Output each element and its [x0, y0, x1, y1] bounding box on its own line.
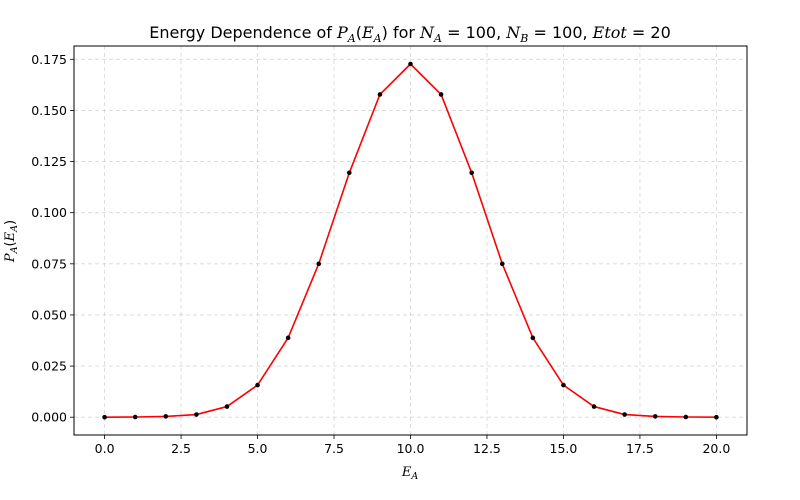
- x-axis-ticks: 0.0 2.5 5.0 7.5 10.0 12.5 15.0 17.5 20.0: [95, 435, 730, 456]
- data-point: [499, 261, 505, 267]
- x-tick-label: 5.0: [248, 441, 268, 456]
- data-point: [622, 412, 627, 417]
- y-tick-label: 0.175: [31, 52, 67, 67]
- data-point: [255, 382, 260, 388]
- y-tick-label: 0.025: [31, 359, 67, 374]
- x-tick-label: 20.0: [702, 441, 730, 456]
- data-point: [561, 382, 566, 388]
- x-tick-label: 2.5: [171, 441, 191, 456]
- y-tick-label: 0.150: [31, 103, 67, 118]
- x-tick-label: 0.0: [95, 441, 115, 456]
- y-tick-label: 0.050: [31, 307, 67, 322]
- data-point: [530, 335, 536, 341]
- x-tick-label: 12.5: [473, 441, 501, 456]
- y-tick-label: 0.100: [31, 205, 67, 220]
- data-point: [347, 170, 352, 176]
- x-axis-label: EA: [401, 465, 419, 482]
- x-tick-label: 10.0: [397, 441, 425, 456]
- data-point: [285, 335, 291, 341]
- data-point: [683, 414, 689, 420]
- y-tick-label: 0.000: [31, 410, 67, 425]
- y-axis-ticks: 0.000 0.025 0.050 0.075 0.100 0.125 0.150 0.175: [31, 52, 74, 425]
- data-point: [438, 92, 444, 97]
- x-tick-label: 15.0: [550, 441, 578, 456]
- chart-title: Energy Dependence of PA(EA) for NA = 100…: [149, 23, 671, 45]
- data-point: [132, 414, 138, 420]
- data-point: [408, 61, 413, 67]
- data-point: [469, 170, 474, 176]
- grid-lines: [74, 46, 747, 435]
- data-point: [224, 404, 230, 409]
- y-axis-label: PA(EA): [3, 220, 20, 263]
- data-point: [163, 414, 169, 419]
- x-tick-label: 17.5: [626, 441, 654, 456]
- data-point: [102, 414, 107, 420]
- y-tick-label: 0.125: [31, 154, 67, 169]
- x-tick-label: 7.5: [324, 441, 344, 456]
- y-tick-label: 0.075: [31, 256, 67, 271]
- data-point: [194, 412, 199, 417]
- data-point-layer: [102, 61, 719, 420]
- data-point: [316, 261, 322, 267]
- data-point: [591, 404, 597, 409]
- data-point: [652, 414, 658, 419]
- data-point: [377, 92, 383, 97]
- data-point: [714, 414, 719, 420]
